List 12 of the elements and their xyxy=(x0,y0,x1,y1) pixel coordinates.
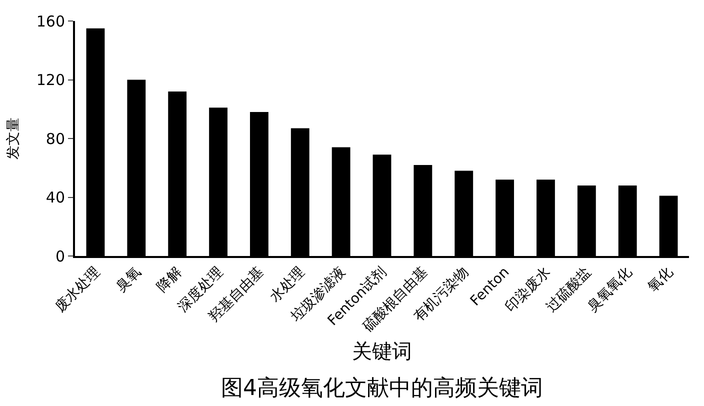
x-tick-label: 臭氧 xyxy=(113,264,144,296)
y-axis-title: 发文量 xyxy=(5,118,22,160)
text: 图4高级氧化文献中的高频关键词 xyxy=(221,376,543,401)
y-tick-label: 0 xyxy=(55,247,65,266)
y-tick-label: 40 xyxy=(46,188,65,206)
x-tick-label: 废水处理 xyxy=(52,264,104,316)
x-axis-title: 关键词 xyxy=(352,338,412,363)
y-tick-label: 160 xyxy=(36,12,65,30)
y-tick-label: 80 xyxy=(46,130,65,148)
x-tick-label: 降解 xyxy=(154,264,186,296)
y-tick-label: 120 xyxy=(36,71,65,89)
x-tick-label: 氧化 xyxy=(645,264,676,296)
